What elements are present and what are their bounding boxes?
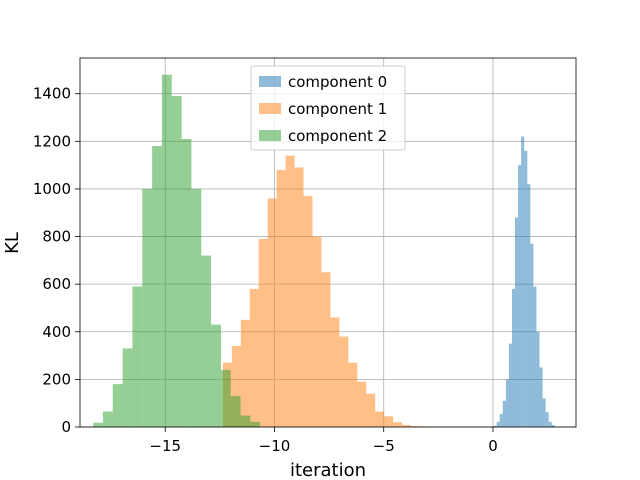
histogram-bar: [240, 319, 250, 427]
histogram-bar: [258, 238, 268, 427]
x-tick-label: −10: [259, 437, 291, 455]
legend-entry: component 1: [288, 100, 387, 118]
histogram-bar: [511, 288, 516, 427]
histogram-bar: [530, 243, 534, 427]
series-1-bars: [222, 155, 474, 427]
legend-swatch: [259, 103, 281, 114]
histogram-bar: [536, 331, 540, 427]
histogram-bar: [211, 324, 221, 427]
histogram-bar: [250, 421, 261, 427]
legend-swatch: [259, 130, 281, 141]
histogram-bar: [375, 411, 385, 427]
histogram-bar: [518, 165, 522, 427]
histogram-bar: [132, 286, 143, 427]
histogram-bar: [402, 425, 412, 427]
plot-frame: [79, 57, 577, 428]
histogram-bar: [357, 381, 367, 427]
histogram-bar: [533, 286, 537, 427]
histogram-bar: [366, 393, 376, 427]
histogram-bar: [220, 369, 231, 427]
histogram-bar: [122, 348, 133, 427]
y-axis-label: KL: [2, 232, 23, 254]
histogram-bar: [171, 96, 182, 427]
histogram-bar: [181, 138, 192, 427]
legend-entry: component 0: [288, 73, 387, 91]
histogram-bar: [112, 384, 123, 427]
histogram-bar: [142, 188, 153, 427]
y-tick-label: 1400: [33, 85, 71, 103]
histogram-bar: [321, 272, 331, 427]
y-tick-label: 1200: [33, 132, 71, 150]
histogram-bar: [542, 398, 546, 427]
y-tick-label: 400: [42, 323, 71, 341]
y-axis-ticks: 0 200 400 600 800 1000 1200 1400: [33, 85, 80, 436]
y-tick-label: 0: [61, 418, 71, 436]
histogram-bar: [411, 426, 420, 427]
histogram-bar: [312, 236, 322, 427]
histogram-bar: [231, 346, 241, 427]
histogram-bar: [93, 422, 103, 427]
histogram-bar: [527, 184, 531, 427]
histogram-bar: [230, 396, 241, 427]
histogram-bar: [515, 217, 519, 427]
legend-box: [250, 65, 406, 151]
histogram-bar: [548, 421, 552, 427]
histogram-bars: [93, 74, 555, 428]
histogram-bar: [393, 422, 403, 427]
histogram-bar: [524, 150, 528, 427]
y-tick-label: 1000: [33, 180, 71, 198]
series-2-bars: [93, 74, 261, 428]
legend: component 0 component 1 component 2: [250, 65, 406, 151]
histogram-bar: [152, 146, 162, 428]
x-tick-label: −15: [149, 437, 181, 455]
histogram-bar: [502, 400, 506, 427]
histogram-bar: [521, 136, 525, 428]
histogram-bar: [285, 155, 295, 427]
histogram-bar: [191, 188, 202, 427]
histogram-bar: [294, 167, 304, 427]
series-0-bars: [490, 136, 555, 428]
legend-entry: component 2: [288, 127, 387, 145]
histogram-bar: [505, 379, 509, 427]
histogram-bar: [303, 196, 313, 427]
x-axis-label: iteration: [290, 460, 366, 480]
histogram-bar: [499, 413, 503, 427]
histogram-bar: [240, 415, 251, 427]
histogram-bar: [102, 411, 113, 427]
histogram-bar: [496, 421, 500, 427]
y-tick-label: 800: [42, 228, 71, 246]
histogram-bar: [161, 74, 172, 427]
y-tick-label: 600: [42, 275, 71, 293]
histogram-bar: [493, 425, 497, 427]
histogram-bar: [551, 425, 555, 427]
histogram-bar: [348, 362, 358, 427]
histogram-bar: [330, 317, 340, 427]
histogram-bar: [384, 416, 394, 427]
histogram-bar: [276, 169, 286, 427]
y-tick-label: 200: [42, 370, 71, 388]
histogram-bar: [508, 343, 512, 427]
histogram-bar: [267, 198, 277, 427]
x-tick-label: 0: [488, 437, 498, 455]
histogram-bar: [545, 412, 549, 427]
histogram-bar: [339, 336, 349, 427]
x-axis-ticks: −15 −10 −5 0: [149, 427, 498, 455]
legend-swatch: [259, 76, 281, 87]
histogram-bar: [539, 367, 543, 427]
x-tick-label: −5: [373, 437, 395, 455]
histogram-bar: [249, 288, 259, 427]
histogram-bar: [201, 255, 212, 427]
